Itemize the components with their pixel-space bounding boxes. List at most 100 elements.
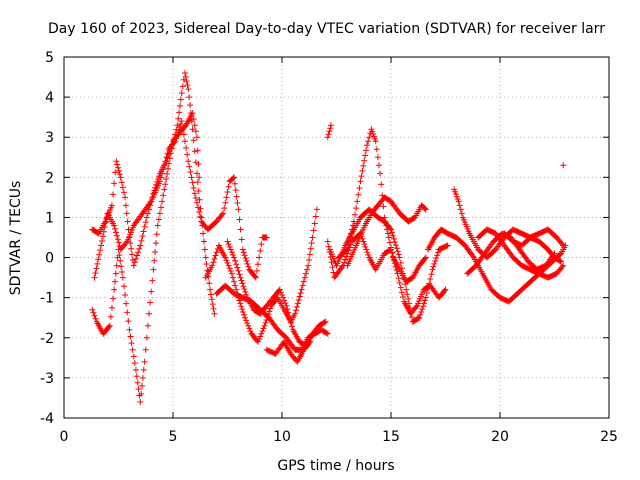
data-point — [428, 271, 435, 278]
data-point — [163, 176, 170, 183]
data-point — [263, 234, 270, 241]
data-point — [413, 304, 420, 311]
data-point — [112, 169, 119, 176]
data-point — [240, 249, 247, 256]
data-point — [137, 398, 144, 405]
data-point — [108, 304, 115, 311]
data-point — [396, 254, 403, 261]
data-point — [155, 216, 162, 223]
data-point — [406, 304, 413, 311]
data-point — [425, 285, 432, 292]
data-point — [152, 240, 159, 247]
data-point — [344, 246, 351, 253]
data-point — [359, 168, 366, 175]
data-point — [377, 170, 384, 177]
data-point — [252, 274, 259, 281]
data-point — [325, 131, 332, 138]
data-point — [232, 282, 239, 289]
data-point — [426, 280, 433, 287]
x-tick-labels: 0 5 10 15 20 25 — [60, 429, 618, 445]
data-point — [287, 316, 294, 323]
data-point — [195, 187, 202, 194]
data-point — [164, 170, 171, 177]
data-point — [91, 274, 98, 281]
data-point — [179, 83, 186, 90]
data-point — [226, 243, 233, 250]
data-point — [256, 254, 263, 261]
y-tick-label: 2 — [45, 170, 54, 186]
data-point — [349, 226, 356, 233]
data-point — [133, 373, 140, 380]
data-point — [98, 237, 105, 244]
data-point — [196, 209, 203, 216]
data-point — [381, 214, 388, 221]
data-point — [247, 328, 254, 335]
data-point — [233, 261, 240, 268]
data-point — [187, 168, 194, 175]
data-point — [172, 138, 179, 145]
data-point — [389, 232, 396, 239]
data-point — [231, 174, 238, 181]
data-point — [207, 286, 214, 293]
data-point — [190, 116, 197, 123]
data-point — [255, 261, 262, 268]
data-point — [307, 245, 314, 252]
data-point — [113, 158, 120, 165]
data-point — [313, 206, 320, 213]
data-point — [180, 131, 187, 138]
data-point — [186, 94, 193, 101]
data-point — [390, 235, 397, 242]
data-point — [106, 322, 113, 329]
data-point — [129, 251, 136, 258]
data-point — [233, 193, 240, 200]
series-sat-c — [91, 118, 270, 281]
data-point — [174, 132, 181, 139]
data-point — [441, 287, 448, 294]
data-point — [162, 158, 169, 165]
x-tick-label: 20 — [491, 429, 509, 445]
data-point — [178, 118, 185, 125]
data-point — [210, 305, 217, 312]
y-tick-label: 3 — [45, 130, 54, 146]
data-point — [276, 286, 283, 293]
data-point — [171, 139, 178, 146]
data-point — [430, 263, 437, 270]
data-point — [423, 289, 430, 296]
y-tick-label: -3 — [40, 371, 54, 387]
data-point — [260, 325, 267, 332]
data-point — [128, 340, 135, 347]
data-point — [323, 330, 330, 337]
data-point — [403, 286, 410, 293]
data-point — [177, 121, 184, 128]
data-point — [232, 257, 239, 264]
data-point — [174, 129, 181, 136]
data-point — [399, 293, 406, 300]
data-point — [126, 326, 133, 333]
data-point — [343, 247, 350, 254]
data-point — [238, 303, 245, 310]
data-point — [329, 264, 336, 271]
data-point — [158, 174, 165, 181]
data-point — [432, 257, 439, 264]
data-point — [176, 123, 183, 130]
data-point — [301, 274, 308, 281]
data-point — [358, 173, 365, 180]
data-point — [361, 157, 368, 164]
data-point — [365, 138, 372, 145]
series-sat-j — [344, 194, 429, 269]
data-point — [431, 260, 438, 267]
data-point — [162, 181, 169, 188]
y-tick-label: 1 — [45, 210, 54, 226]
data-point — [373, 146, 380, 153]
data-point — [111, 180, 118, 187]
data-point — [186, 163, 193, 170]
data-point — [259, 328, 266, 335]
data-point — [231, 180, 238, 187]
data-point — [90, 309, 97, 316]
y-tick-label: 5 — [45, 50, 54, 66]
data-point — [203, 260, 210, 267]
data-point — [324, 330, 331, 337]
data-point — [156, 178, 163, 185]
data-point — [560, 262, 567, 269]
data-point — [238, 277, 245, 284]
